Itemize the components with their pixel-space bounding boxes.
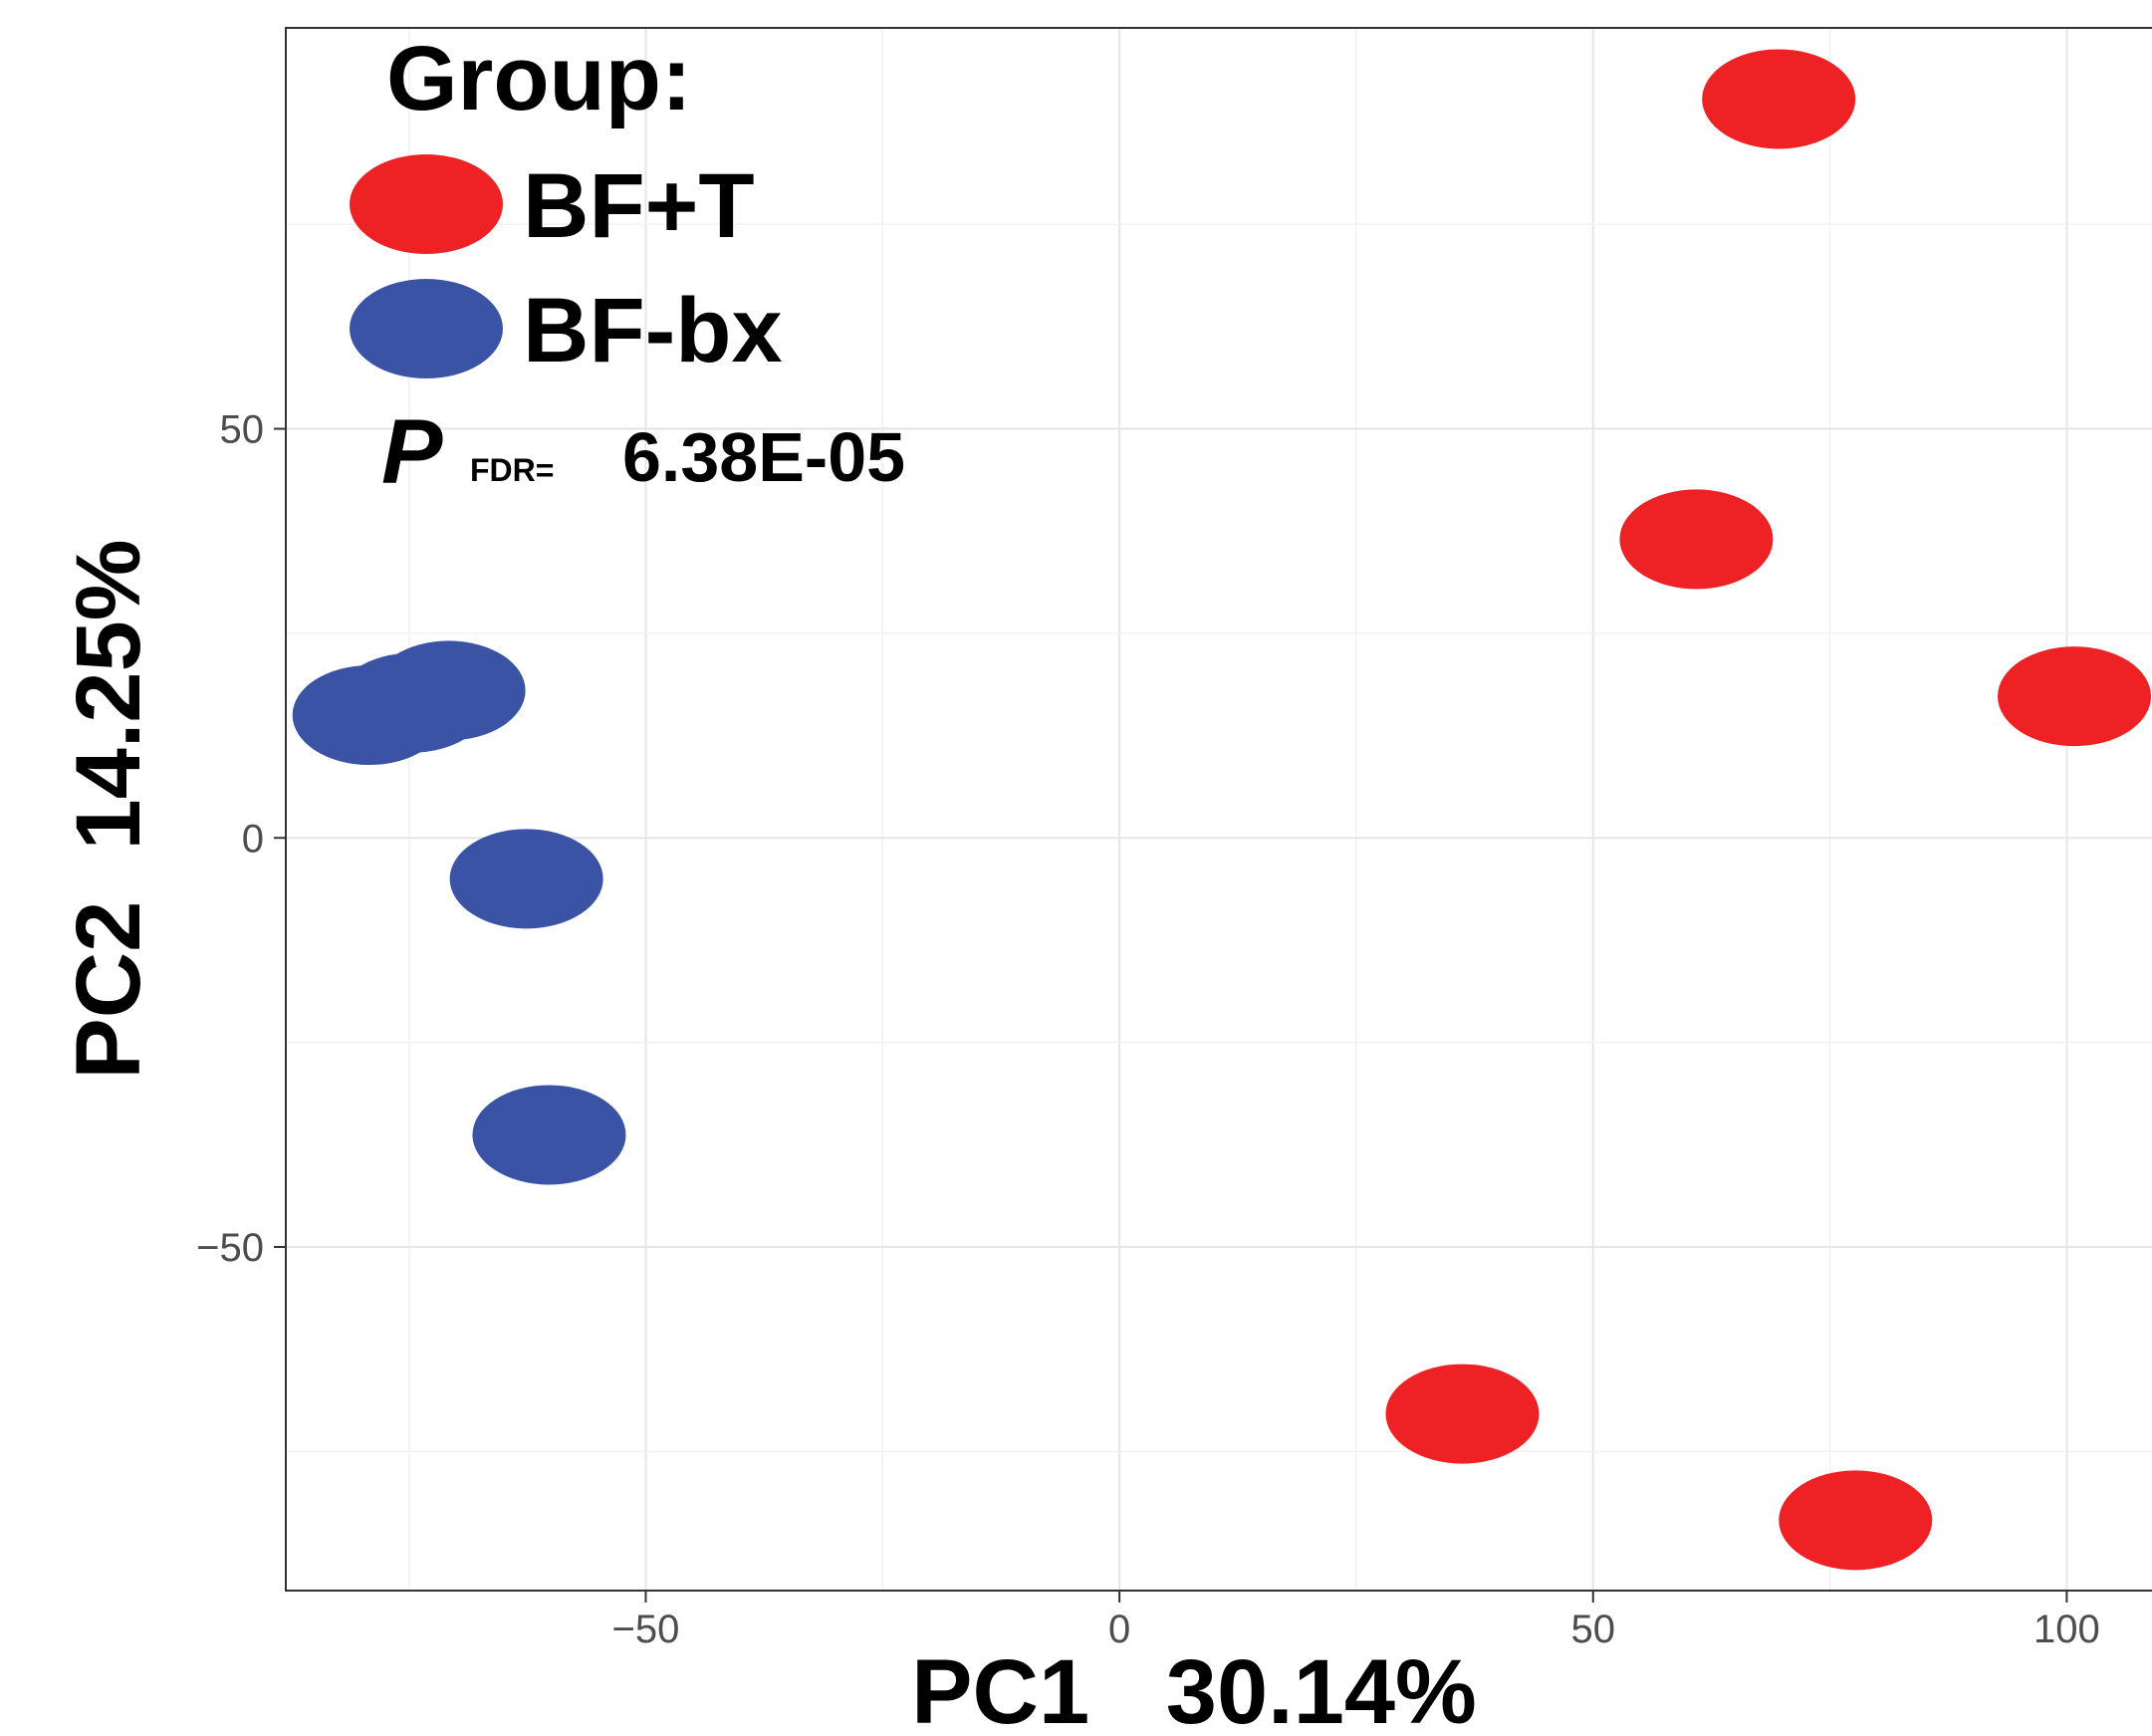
legend-title: Group:: [386, 28, 692, 129]
grid-lines: [286, 28, 2152, 1591]
point-bf-t-4: [1779, 1470, 1933, 1571]
axis-ticks: −50 0 50 100 −50 0 50: [196, 408, 2100, 1651]
p-value: 6.38E-05: [622, 418, 905, 496]
y-tick-label: −50: [196, 1226, 264, 1270]
x-tick-label: 50: [1571, 1608, 1616, 1651]
point-bf-t-1: [1619, 489, 1774, 590]
y-tick-label: 50: [220, 408, 265, 452]
p-value-annotation: P FDR= 6.38E-05: [381, 401, 905, 503]
legend-label-bf-bx: BF-bx: [523, 280, 783, 381]
point-bf-bx-2: [371, 640, 526, 741]
y-tick-label: 0: [242, 817, 264, 861]
point-bf-t-3: [1385, 1364, 1540, 1464]
legend: Group: BF+T BF-bx: [350, 28, 783, 381]
y-axis-title: PC2 14.25%: [58, 539, 159, 1079]
legend-key-bf-bx: [350, 279, 503, 378]
point-bf-t-2: [1997, 646, 2151, 747]
plot-panel-border: [285, 27, 2152, 1592]
legend-key-bf-t: [350, 154, 503, 254]
legend-label-bf-t: BF+T: [523, 155, 755, 257]
p-symbol: P: [381, 401, 443, 503]
x-axis-title: PC1 30.14%: [911, 1641, 1477, 1736]
x-tick-label: 100: [2033, 1608, 2100, 1651]
point-bf-t-0: [1702, 49, 1856, 149]
point-bf-bx-3: [449, 829, 603, 929]
data-points: [292, 49, 2151, 1571]
x-tick-label: 0: [1108, 1608, 1130, 1651]
x-tick-label: −50: [612, 1608, 680, 1651]
p-subscript: FDR=: [470, 452, 554, 488]
point-bf-bx-4: [472, 1085, 626, 1185]
